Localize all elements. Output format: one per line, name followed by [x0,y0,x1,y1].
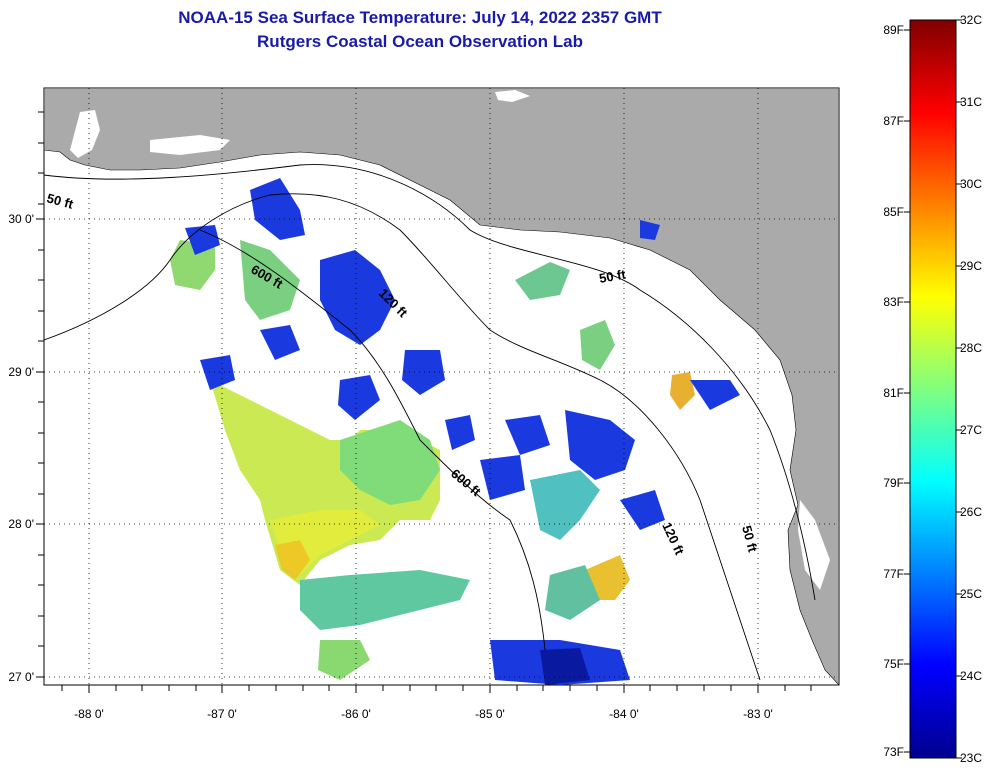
contour-label: 50 ft [598,266,628,286]
map-subtitle: Rutgers Coastal Ocean Observation Lab [257,32,583,51]
colorbar-label-c: 23C [960,751,982,765]
colorbar-label-f: 85F [883,205,904,219]
bay-inlet [798,500,830,590]
colorbar-label-c: 25C [960,587,982,601]
ticks [36,111,812,693]
lon-label: -83 0' [743,707,773,721]
colorbar-label-f: 75F [883,657,904,671]
lake [495,90,530,102]
lon-label: -84 0' [609,707,639,721]
colorbar-label-c: 27C [960,423,982,437]
lon-label: -85 0' [475,707,505,721]
lon-label: -86 0' [341,707,371,721]
colorbar-label-f: 81F [883,386,904,400]
depth-contours [44,164,816,681]
lon-label: -88 0' [74,707,104,721]
colorbar [909,19,957,759]
colorbar-ticks [904,19,962,759]
colorbar-label-f: 73F [883,745,904,759]
sst-cold [185,178,740,685]
lat-label: 27 0' [8,670,34,684]
map-title: NOAA-15 Sea Surface Temperature: July 14… [178,8,662,27]
lon-label: -87 0' [207,707,237,721]
colorbar-label-c: 32C [960,13,982,27]
lat-label: 29 0' [8,365,34,379]
colorbar-label-f: 87F [883,114,904,128]
lat-label: 28 0' [8,517,34,531]
colorbar-label-c: 31C [960,95,982,109]
bay-inlet [70,110,100,158]
contour-label: 50 ft [739,524,761,554]
colorbar-label-f: 77F [883,567,904,581]
lat-label: 30 0' [8,212,34,226]
colorbar-label-c: 30C [960,177,982,191]
colorbar-label-c: 29C [960,259,982,273]
colorbar-label-c: 24C [960,669,982,683]
colorbar-label-f: 79F [883,476,904,490]
colorbar-label-c: 28C [960,341,982,355]
colorbar-label-f: 89F [883,23,904,37]
colorbar-label-c: 26C [960,505,982,519]
bay-inlet [150,135,230,155]
sst-data [170,240,695,680]
contour-label: 50 ft [45,190,75,212]
colorbar-label-f: 83F [883,295,904,309]
